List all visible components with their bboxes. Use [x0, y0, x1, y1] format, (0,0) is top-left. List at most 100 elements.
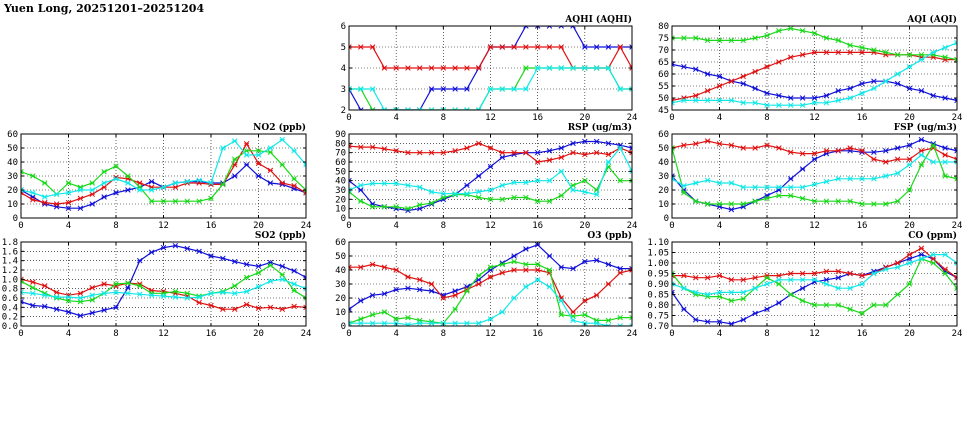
rsp-cyan-point [499, 182, 506, 189]
so2-blue-point [136, 257, 143, 264]
no2-xtick-label: 16 [206, 221, 217, 231]
fsp-red-point [799, 150, 806, 157]
aqhi-cyan-point [428, 107, 435, 110]
co-green-point [882, 302, 889, 308]
so2-cyan-point [208, 290, 214, 297]
co-green-point [954, 285, 957, 291]
aqhi-blue-point [523, 26, 529, 29]
fsp-red-point [823, 148, 830, 154]
co-series-blue-line [672, 253, 957, 325]
o3-green-point [558, 312, 565, 318]
so2-green-point [113, 281, 119, 287]
aqhi-blue-point [534, 26, 541, 29]
co-red-point [787, 270, 794, 277]
aqhi-xtick-label: 12 [485, 113, 496, 123]
so2-blue-point [101, 307, 107, 313]
so2-red-point [243, 301, 250, 308]
fsp-red-point [681, 142, 687, 148]
no2-cyan-point [53, 191, 60, 197]
rsp-xtick-label: 16 [532, 221, 543, 231]
rsp-red-point [405, 149, 411, 156]
so2-cyan-point [231, 290, 238, 297]
rsp-green-point [428, 200, 435, 206]
rsp-xtick-label: 24 [627, 221, 638, 231]
fsp-green-point [776, 192, 782, 199]
fsp-red-point [871, 156, 877, 162]
rsp-red-point [593, 149, 600, 156]
rsp-cyan-point [405, 182, 411, 189]
aqhi-chart: 2 3 4 5 6 0 4 8 12 16 20 24 AQHI (AQHI) [341, 14, 638, 123]
no2-cyan-point [220, 145, 226, 151]
rsp-red-point [499, 149, 506, 156]
aqhi-xtick-label: 16 [532, 113, 543, 123]
o3-ytick-label: 20 [335, 294, 346, 304]
o3-xtick-label: 20 [579, 329, 590, 339]
fsp-green-point [894, 198, 901, 204]
co-chart: 0.700.750.800.850.900.951.001.051.10 0 4 8 1… [647, 230, 962, 339]
o3-blue-point [349, 306, 352, 312]
aqhi-red-point [405, 65, 411, 71]
so2-red-point [220, 306, 226, 312]
o3-green-point [511, 258, 517, 265]
no2-blue-point [255, 173, 262, 179]
rsp-ytick-label: 30 [335, 186, 346, 196]
o3-series-green-line [349, 260, 632, 324]
aqi-green-point [787, 26, 794, 32]
so2-green-point [89, 297, 96, 303]
no2-cyan-point [279, 136, 286, 143]
aqi-cyan-point [859, 90, 865, 96]
so2-green-point [279, 271, 286, 278]
co-blue-point [740, 316, 747, 323]
aqi-blue-point [823, 92, 830, 99]
no2-green-point [160, 198, 167, 204]
so2-cyan-point [220, 289, 226, 296]
rsp-red-point [487, 145, 494, 151]
so2-ytick-label: 0.0 [2, 322, 18, 332]
rsp-cyan-point [381, 180, 388, 187]
rsp-green-point [558, 192, 565, 199]
o3-blue-point [605, 261, 612, 268]
o3-cyan-point [381, 320, 388, 326]
co-red-point [716, 272, 723, 279]
o3-cyan-point [593, 320, 600, 326]
fsp-cyan-point [728, 180, 735, 186]
o3-cyan-point [358, 320, 364, 326]
so2-red-point [77, 290, 84, 297]
fsp-ytick-label: 40 [658, 158, 669, 168]
no2-cyan-point [267, 145, 274, 151]
rsp-cyan-point [558, 168, 565, 175]
o3-red-point [570, 309, 576, 315]
rsp-blue-point [582, 138, 588, 145]
aqi-blue-point [906, 85, 913, 92]
co-green-point [871, 302, 877, 308]
co-cyan-point [752, 285, 758, 291]
co-green-point [776, 281, 782, 287]
no2-green-point [291, 176, 297, 182]
rsp-green-point [369, 204, 376, 210]
rsp-blue-point [534, 149, 541, 156]
fsp-cyan-point [716, 180, 723, 186]
fsp-red-point [787, 149, 794, 155]
rsp-cyan-point [511, 179, 517, 186]
so2-green-point [172, 288, 179, 295]
aqhi-cyan-point [405, 107, 411, 110]
so2-cyan-point [267, 278, 274, 284]
so2-cyan-point [113, 289, 119, 296]
co-blue-point [716, 319, 723, 325]
rsp-cyan-point [475, 189, 482, 195]
rsp-xtick-label: 8 [441, 221, 446, 231]
rsp-blue-point [475, 173, 482, 179]
o3-green-point [358, 316, 364, 322]
o3-blue-point [452, 288, 458, 294]
fsp-xtick-label: 4 [717, 221, 722, 231]
aqi-red-point [776, 59, 782, 65]
o3-green-point [629, 314, 632, 321]
co-green-point [859, 310, 865, 317]
aqi-blue-point [930, 92, 937, 99]
aqi-green-point [882, 49, 889, 56]
o3-cyan-point [629, 323, 632, 326]
aqi-xtick-label: 8 [764, 113, 769, 123]
so2-cyan-point [30, 290, 36, 297]
aqi-green-point [752, 35, 758, 41]
aqi-red-point [704, 88, 711, 94]
